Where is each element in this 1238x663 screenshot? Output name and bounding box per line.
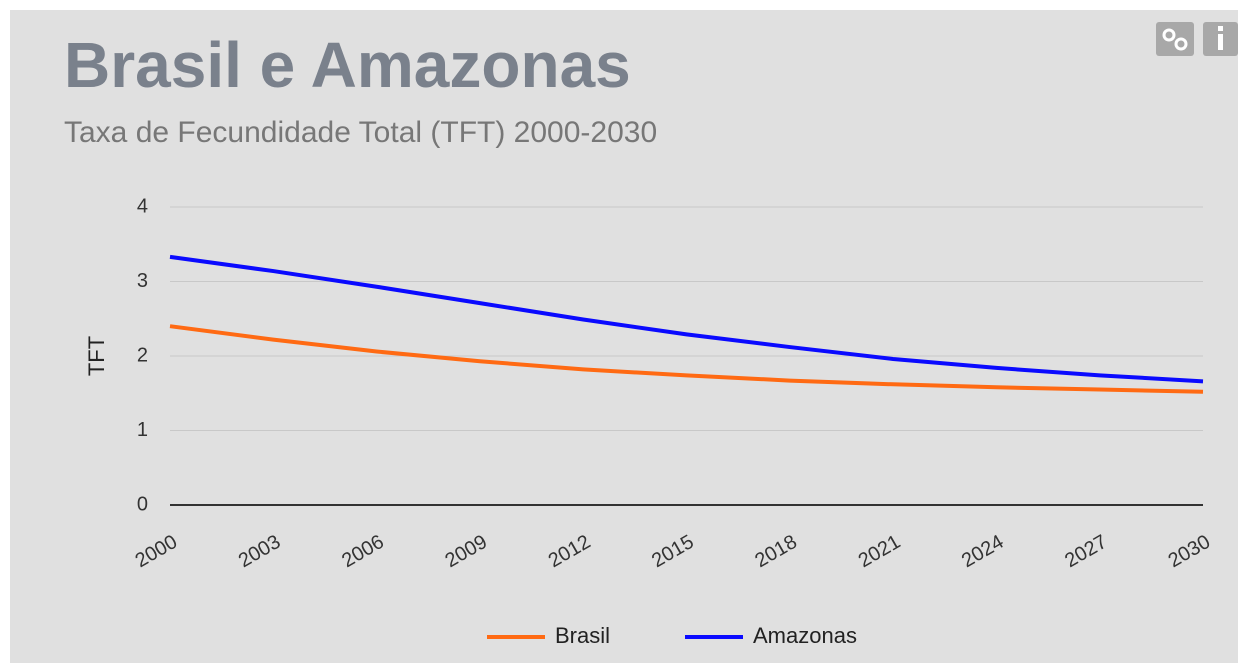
info-glyph (1218, 26, 1223, 31)
y-tick-label: 1 (137, 419, 148, 441)
link-ring (1162, 28, 1176, 42)
info-icon[interactable] (1203, 22, 1238, 56)
series-line (169, 324, 1204, 394)
link-button[interactable] (1156, 22, 1194, 56)
y-tick-label: 2 (137, 344, 148, 366)
y-tick-label: 3 (137, 270, 148, 292)
legend-label: Amazonas (753, 623, 857, 648)
panel (10, 10, 1238, 663)
y-tick-label: 4 (137, 195, 148, 217)
link-icon[interactable] (1156, 22, 1194, 56)
chart-subtitle: Taxa de Fecundidade Total (TFT) 2000-203… (64, 116, 657, 149)
series-line (169, 254, 1204, 384)
link-ring (1174, 37, 1188, 51)
chart-title: Brasil e Amazonas (64, 29, 631, 101)
info-glyph (1218, 34, 1223, 50)
y-tick-label: 0 (137, 493, 148, 515)
y-axis-label: TFT (84, 336, 109, 376)
legend-label: Brasil (555, 623, 610, 648)
